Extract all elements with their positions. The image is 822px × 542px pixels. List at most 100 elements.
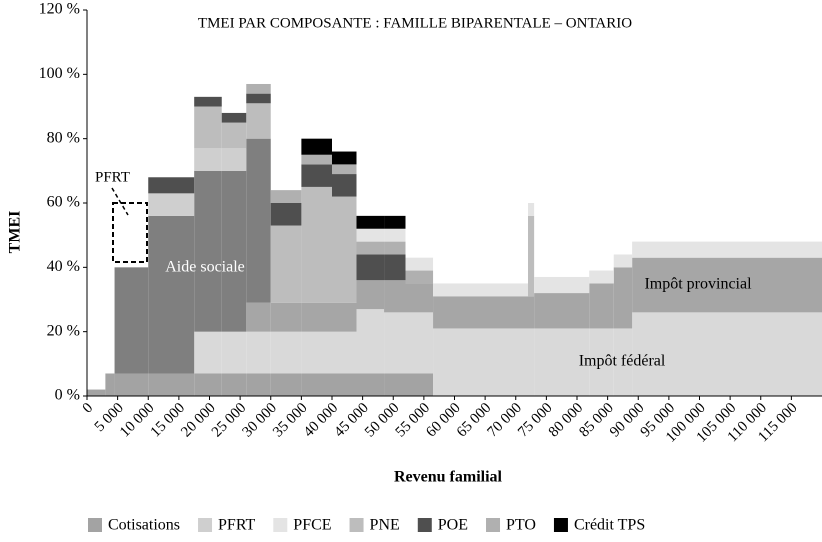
x-tick-label: 40 000	[301, 400, 341, 440]
area-segment	[301, 138, 332, 155]
x-tick-label: 15 000	[148, 400, 188, 440]
legend-label: PTO	[506, 517, 536, 534]
area-segment	[194, 331, 222, 374]
area-segment	[356, 373, 385, 396]
area-segment	[384, 228, 406, 242]
area-segment	[270, 331, 302, 374]
area-segment	[384, 254, 406, 281]
annotation-arrow	[111, 187, 129, 216]
area-segment	[221, 373, 247, 396]
area-segment	[332, 196, 357, 303]
area-segment	[301, 186, 332, 303]
x-tick-label: 45 000	[331, 400, 371, 440]
x-tick-label: 30 000	[240, 400, 280, 440]
area-segment	[534, 293, 590, 329]
area-segment	[405, 312, 434, 374]
area-segment	[270, 373, 302, 396]
legend-swatch	[198, 518, 213, 532]
area-segment	[384, 373, 406, 396]
area-segment	[534, 276, 590, 294]
y-axis-label: TMEI	[7, 211, 24, 254]
area-segment	[632, 312, 822, 396]
annotation: PFRT	[95, 169, 130, 185]
area-segment	[246, 83, 271, 94]
area-segment	[632, 241, 822, 258]
area-segment	[528, 296, 535, 329]
annotation-box	[112, 202, 148, 263]
area-segment	[270, 302, 302, 332]
area-segment	[613, 254, 633, 268]
area-segment	[246, 93, 271, 104]
y-tick-label: 40 %	[47, 258, 80, 275]
legend-label: PFCE	[293, 517, 331, 534]
x-tick-label: 80 000	[546, 400, 586, 440]
area-segment	[613, 267, 633, 329]
area-segment	[356, 241, 385, 255]
area-segment	[356, 280, 385, 310]
area-segment	[332, 302, 357, 332]
area-segment	[332, 373, 357, 396]
area-segment	[384, 215, 406, 229]
area-segment	[632, 257, 822, 313]
x-tick-label: 65 000	[454, 400, 494, 440]
area-segment	[528, 328, 535, 396]
area-segment	[270, 203, 302, 226]
x-axis-label: Revenu familial	[394, 469, 503, 486]
area-segment	[114, 267, 149, 374]
area-segment	[534, 328, 590, 396]
legend-swatch	[553, 518, 568, 532]
area-segment	[332, 164, 357, 175]
y-tick-label: 0 %	[55, 387, 80, 404]
y-tick-label: 120 %	[39, 1, 80, 18]
area-segment	[114, 373, 149, 396]
area-segment	[194, 373, 222, 396]
x-tick-label: 90 000	[607, 400, 647, 440]
area-label: Aide sociale	[165, 259, 245, 276]
legend-swatch	[349, 518, 364, 532]
area-segment	[194, 170, 222, 332]
area-segment	[405, 270, 434, 284]
area-segment	[194, 106, 222, 149]
area-segment	[301, 164, 332, 187]
area-segment	[221, 170, 247, 332]
x-tick-label: 10 000	[117, 400, 157, 440]
area-segment	[221, 122, 247, 149]
area-segment	[301, 154, 332, 165]
area-segment	[246, 331, 271, 374]
legend: Cotisations PFRT PFCE PNE POE PTO Crédit TPS	[88, 517, 645, 534]
area-segment	[405, 373, 434, 396]
area-segment	[332, 331, 357, 374]
area-segment	[384, 280, 406, 313]
area-segment	[301, 302, 332, 332]
x-tick-label: 20 000	[178, 400, 218, 440]
legend-label: PNE	[370, 517, 400, 534]
area-label: Impôt fédéral	[579, 353, 666, 370]
area-segment	[246, 302, 271, 332]
area-segment	[301, 331, 332, 374]
area-segment	[356, 215, 385, 229]
legend-label: Cotisations	[108, 517, 180, 534]
area-segment	[270, 190, 302, 203]
x-tick-label: 50 000	[362, 400, 402, 440]
legend-swatch	[486, 518, 501, 532]
legend-label: POE	[438, 517, 468, 534]
x-tick-label: 75 000	[515, 400, 555, 440]
area-segment	[148, 177, 195, 194]
area-segment	[332, 174, 357, 197]
area-segment	[356, 309, 385, 374]
area-segment	[221, 112, 247, 123]
x-tick-label: 35 000	[270, 400, 310, 440]
area-segment	[589, 328, 614, 396]
legend-label: PFRT	[218, 517, 256, 534]
area-segment	[270, 225, 302, 303]
x-tick-label: 55 000	[393, 400, 433, 440]
area-segment	[433, 283, 528, 297]
area-segment	[528, 203, 535, 216]
area-segment	[528, 215, 535, 297]
area-segment	[589, 283, 614, 329]
area-segment	[246, 138, 271, 303]
x-tick-label: 60 000	[423, 400, 463, 440]
area-segment	[148, 373, 195, 396]
legend-swatch	[88, 518, 102, 532]
area-segment	[332, 151, 357, 165]
